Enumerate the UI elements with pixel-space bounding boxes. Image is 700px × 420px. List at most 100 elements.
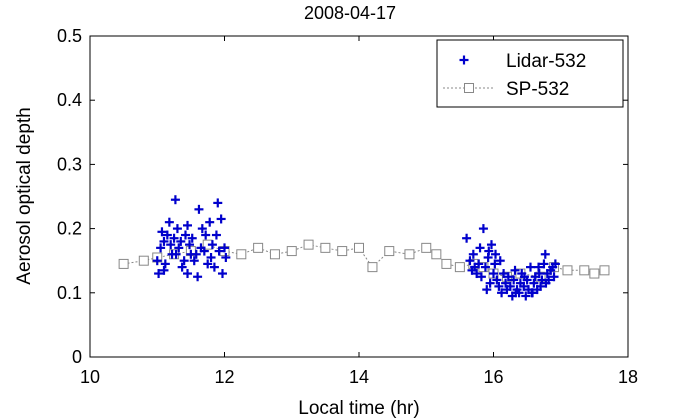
sp-532-point [253, 242, 264, 253]
sp-532-point [384, 246, 395, 257]
lidar-532-point [169, 233, 179, 243]
chart-title: 2008-04-17 [304, 3, 396, 23]
lidar-532-point [486, 240, 496, 250]
lidar-532-point [183, 220, 193, 230]
lidar-532-point [519, 272, 529, 282]
sp-532-point [579, 265, 590, 276]
lidar-532-point [187, 233, 197, 243]
lidar-532-point [203, 259, 213, 269]
sp-532-point [138, 255, 149, 266]
lidar-532-point [492, 275, 502, 285]
lidar-532-point [171, 249, 181, 259]
lidar-532-point [544, 275, 554, 285]
sp-532-point [589, 268, 600, 279]
lidar-532-point [521, 291, 531, 301]
lidar-532-point [157, 227, 167, 237]
legend-box [436, 39, 624, 108]
x-tick-label: 16 [483, 367, 503, 387]
sp-532-point [367, 262, 378, 273]
lidar-532-point [503, 272, 513, 282]
y-axis: 0 0.1 0.2 0.3 0.4 0.5 [57, 26, 628, 367]
lidar-532-point [185, 240, 195, 250]
lidar-532-point [206, 252, 216, 262]
x-tick-label: 10 [80, 367, 100, 387]
sp-532-point [404, 249, 415, 260]
lidar-532-point [519, 281, 529, 291]
legend-sp-marker [443, 83, 495, 93]
lidar-532-point [154, 269, 164, 279]
lidar-532-point [191, 249, 201, 259]
legend-plus-marker [459, 55, 469, 65]
lidar-532-point [216, 214, 226, 224]
sp-532-point [337, 246, 348, 257]
lidar-532-point [534, 262, 544, 272]
lidar-532-point [183, 269, 193, 279]
sp-532-point [431, 249, 442, 260]
lidar-532-point [550, 259, 560, 269]
lidar-532-point [525, 262, 535, 272]
lidar-532-point [166, 240, 176, 250]
lidar-532-point [462, 233, 472, 243]
x-tick-label: 14 [349, 367, 369, 387]
sp-532-point [354, 242, 364, 253]
legend-square-marker [464, 83, 474, 93]
lidar-532-point [217, 269, 227, 279]
lidar-532-point [489, 269, 498, 279]
y-tick-label: 0.2 [57, 219, 82, 239]
lidar-532-point [511, 288, 521, 298]
y-tick-label: 0 [72, 347, 82, 367]
lidar-532-point [162, 230, 172, 240]
lidar-532-point [211, 230, 221, 240]
lidar-532-point [174, 243, 184, 253]
lidar-532-point [494, 281, 504, 291]
lidar-532-point [510, 265, 520, 275]
lidar-532-point [497, 288, 507, 298]
lidar-532-point [501, 278, 511, 288]
lidar-532-point [505, 281, 515, 291]
lidar-532-point [176, 236, 186, 246]
x-tick-label: 18 [618, 367, 638, 387]
lidar-532-point [194, 204, 204, 214]
y-tick-label: 0.3 [57, 154, 82, 174]
lidar-532-point [177, 262, 187, 272]
lidar-532-point [170, 195, 180, 205]
lidar-532-point [152, 256, 162, 266]
lidar-532-point [221, 252, 231, 262]
legend-lidar-marker [459, 55, 469, 65]
lidar-532-point [220, 243, 229, 253]
lidar-532-point [209, 262, 219, 272]
y-tick-label: 0.1 [57, 283, 82, 303]
sp-532-point [562, 265, 573, 276]
sp-532-point [269, 249, 280, 260]
lidar-532-point [207, 240, 217, 250]
lidar-532-point [159, 265, 169, 275]
lidar-532-point [536, 281, 546, 291]
lidar-532-point [495, 256, 505, 266]
sp-532-point [236, 249, 247, 260]
lidar-532-point [160, 259, 170, 269]
lidar-532-point [197, 224, 207, 234]
legend-label-lidar: Lidar-532 [506, 51, 586, 72]
lidar-532-point [482, 285, 492, 295]
lidar-532-point [499, 269, 509, 279]
lidar-532-point [213, 198, 223, 208]
lidar-532-point [180, 230, 190, 240]
lidar-532-point [480, 262, 490, 272]
sp-532-point [599, 265, 610, 276]
lidar-532-point [527, 288, 537, 298]
lidar-532-point [201, 230, 211, 240]
lidar-532-point [172, 224, 182, 234]
sp-532-point [286, 246, 297, 257]
lidar-532-point [484, 246, 494, 256]
sp-532-point [421, 242, 432, 253]
lidar-532-point [491, 249, 501, 259]
lidar-532-point [475, 243, 485, 253]
lidar-532-point [465, 256, 475, 266]
lidar-532-point [540, 249, 550, 259]
legend: Lidar-532 SP-532 [436, 39, 624, 108]
lidar-532-point [164, 217, 174, 227]
lidar-532-point [529, 278, 539, 288]
series-lidar-532 [152, 195, 560, 301]
x-axis-label: Local time (hr) [298, 398, 419, 419]
